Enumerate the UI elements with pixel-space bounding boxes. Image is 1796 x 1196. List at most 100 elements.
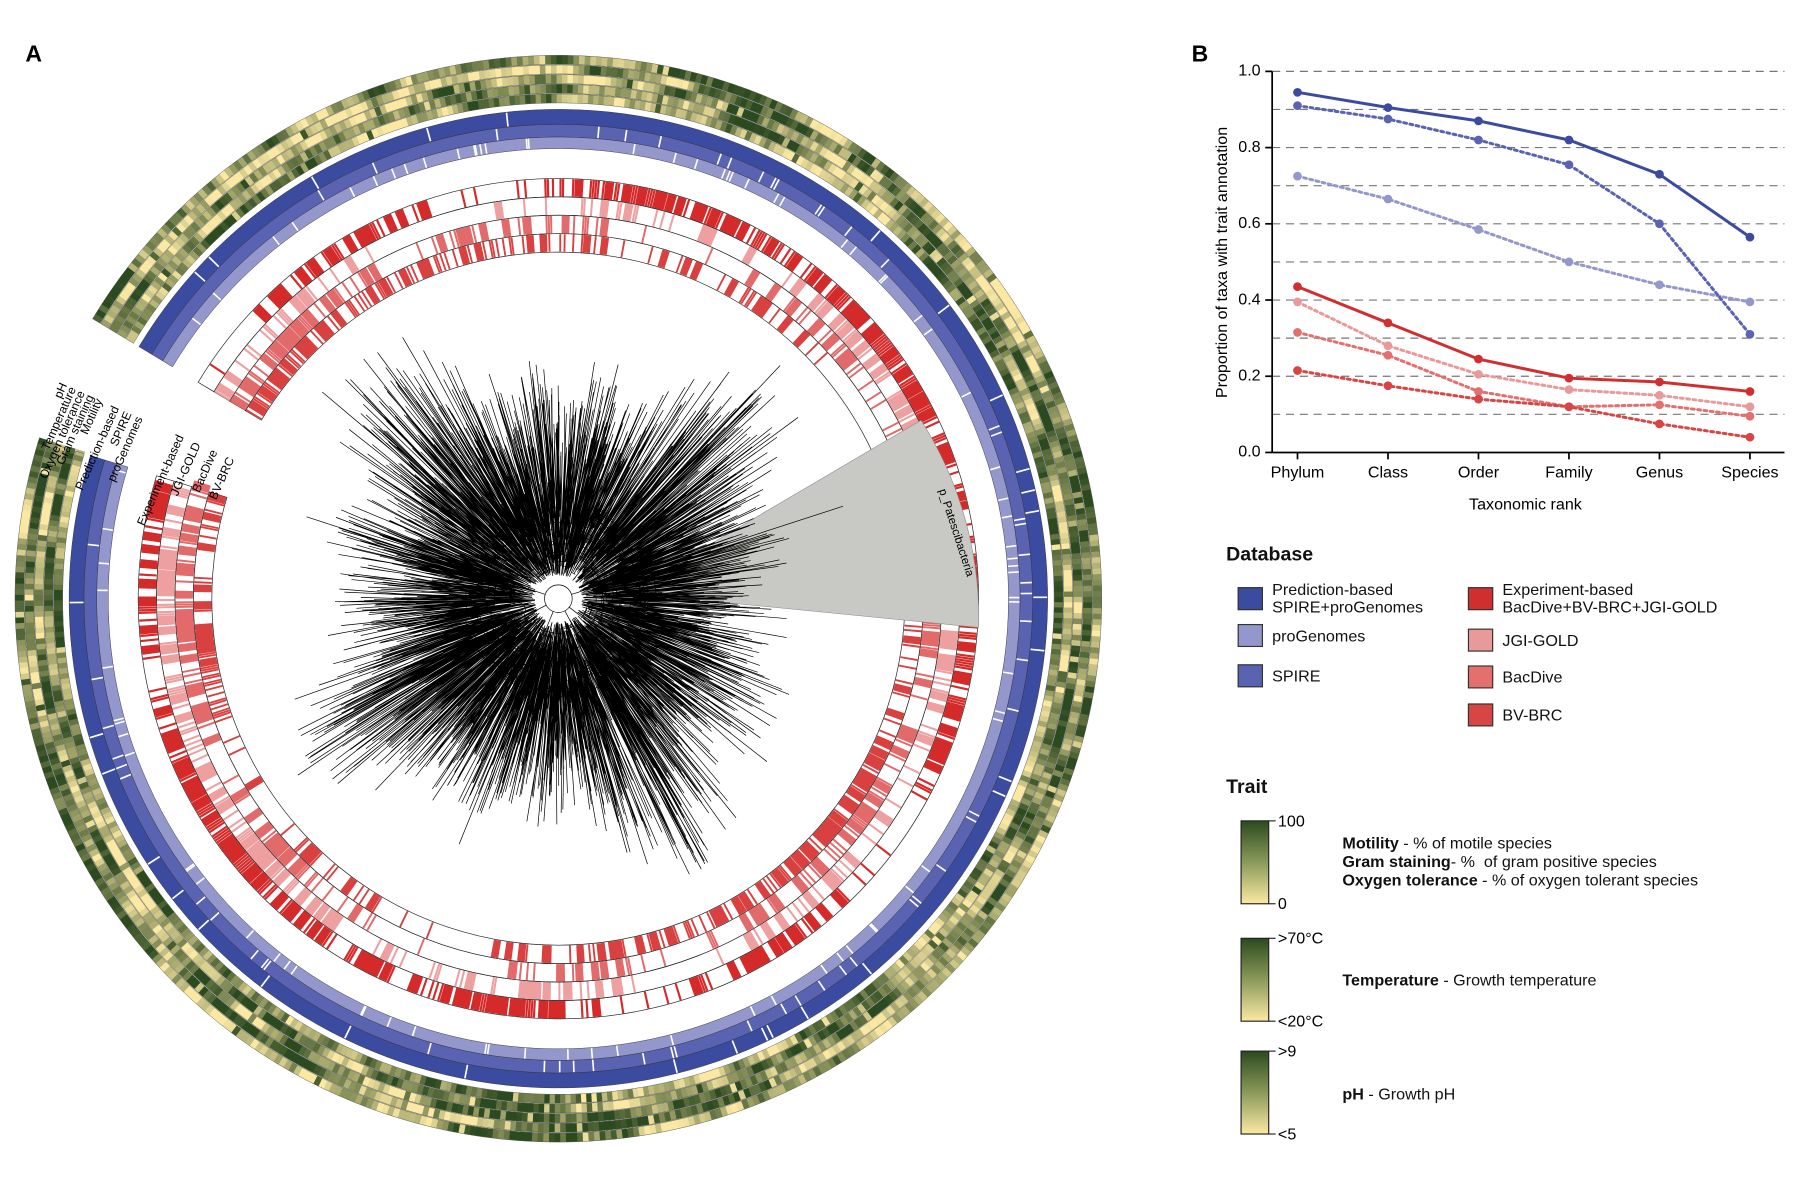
ring-gap xyxy=(757,171,765,183)
trait-ring-cell xyxy=(1005,808,1016,818)
trait-ring-cell xyxy=(191,953,203,964)
trait-ring-cell xyxy=(770,1044,780,1055)
experiment-ring-cell xyxy=(138,608,157,612)
trait-ring-cell xyxy=(188,949,199,960)
trait-ring-cell xyxy=(54,620,64,627)
trait-ring-cell xyxy=(554,1113,561,1123)
y-tick-label: 0.0 xyxy=(1238,443,1260,461)
trait-ring-cell xyxy=(1077,718,1088,727)
ring-gap xyxy=(998,775,1012,783)
trait-ring-cell xyxy=(467,71,475,82)
trait-ring-cell xyxy=(1071,700,1082,709)
trait-ring-cell xyxy=(329,113,339,125)
trait-ring-cell xyxy=(55,801,67,811)
series-line xyxy=(1295,368,1752,439)
trait-ring-cell xyxy=(356,1074,366,1085)
experiment-ring-cell xyxy=(866,793,883,805)
trait-ring-cell xyxy=(339,109,349,121)
experiment-ring-cell xyxy=(540,1000,544,1019)
trait-ring-cell xyxy=(149,250,161,262)
trait-ring-cell xyxy=(53,493,64,501)
trait-ring-cell xyxy=(839,1015,849,1027)
trait-ring-cell xyxy=(44,621,54,628)
trait-ring-cell xyxy=(239,995,251,1007)
experiment-ring-cell xyxy=(547,215,551,234)
trait-ring-cell xyxy=(50,679,61,687)
trait-ring-cell xyxy=(472,1106,480,1117)
series-line xyxy=(1295,104,1752,336)
trait-ring-cell xyxy=(178,966,189,978)
ring-gap xyxy=(349,187,356,198)
trait-ring-cell xyxy=(644,72,652,82)
trait-ring-cell xyxy=(85,772,97,782)
trait-ring-cell xyxy=(55,636,65,643)
x-tick-label: Species xyxy=(1721,463,1778,481)
trait-ring-cell xyxy=(82,790,94,800)
experiment-ring-cell xyxy=(844,824,860,838)
trait-ring-cell xyxy=(138,906,150,917)
trait-ring-cell xyxy=(15,571,25,579)
experiment-ring-cell xyxy=(305,285,319,301)
trait-ring-cell xyxy=(267,1003,277,1015)
trait-ring-cell xyxy=(1041,365,1052,375)
trait-ring-cell xyxy=(35,483,46,492)
trait-ring-cell xyxy=(889,976,900,988)
experiment-ring-cell xyxy=(203,678,222,685)
trait-ring-cell xyxy=(476,1117,484,1127)
trait-ring-cell xyxy=(260,188,271,199)
experiment-ring-cell xyxy=(176,621,194,625)
trait-ring-cell xyxy=(539,55,546,65)
experiment-ring-cell xyxy=(175,605,194,609)
ring-gap xyxy=(291,221,299,232)
trait-ring-cell xyxy=(945,283,957,294)
experiment-ring-cell xyxy=(793,852,807,867)
ring-gap xyxy=(998,497,1009,502)
trait-ring-cell xyxy=(1054,691,1064,700)
experiment-ring-cell xyxy=(250,871,265,886)
trait-ring-cell xyxy=(174,251,186,262)
trait-ring-cell xyxy=(906,226,918,237)
experiment-ring-cell xyxy=(297,890,311,905)
ring-gap xyxy=(403,163,409,175)
ring-outline xyxy=(34,74,1083,1123)
trait-ring-cell xyxy=(350,1060,360,1072)
trait-ring-cell xyxy=(39,518,50,526)
trait-ring-cell xyxy=(46,707,57,715)
trait-ring-cell xyxy=(766,1088,776,1100)
trait-ring-cell xyxy=(1058,521,1068,529)
ring-gap xyxy=(615,1045,619,1056)
trait-ring-cell xyxy=(598,1121,605,1131)
trait-ring-cell xyxy=(138,263,150,275)
trait-ring-cell xyxy=(274,1020,285,1032)
trait-ring-cell xyxy=(1061,548,1071,556)
ring-gap xyxy=(624,129,628,142)
trait-ring-cell xyxy=(1002,354,1014,364)
trait-ring-cell xyxy=(160,223,172,235)
trait-ring-cell xyxy=(782,1081,792,1093)
trait-ring-cell xyxy=(264,1036,275,1048)
trait-ring-cell xyxy=(528,65,536,75)
trait-ring-cell xyxy=(927,939,939,950)
trait-ring-cell xyxy=(592,1112,599,1122)
experiment-ring-cell xyxy=(493,201,505,220)
trait-ring-cell xyxy=(145,240,157,251)
experiment-ring-cell xyxy=(358,888,370,905)
trait-ring-cell xyxy=(559,1123,566,1133)
trait-ring-cell xyxy=(1049,659,1060,666)
trait-ring-cell xyxy=(1008,344,1020,355)
experiment-ring-cell xyxy=(157,610,175,614)
trait-ring-cell xyxy=(880,215,892,226)
trait-ring-cell xyxy=(595,56,603,67)
trait-ring-cell xyxy=(178,261,190,273)
experiment-ring-cell xyxy=(321,320,335,335)
trait-ring-cell xyxy=(133,883,145,894)
trait-ring-cell xyxy=(748,90,758,102)
trait-ring-cell xyxy=(153,895,165,906)
trait-ring-cell xyxy=(1019,864,1030,875)
experiment-ring-cell xyxy=(366,224,377,241)
trait-ring-cell xyxy=(190,221,201,232)
trait-ring-cell xyxy=(525,1132,533,1142)
trait-ring-cell xyxy=(277,176,288,187)
experiment-ring-cell xyxy=(929,689,949,703)
trait-ring-cell xyxy=(882,179,894,190)
